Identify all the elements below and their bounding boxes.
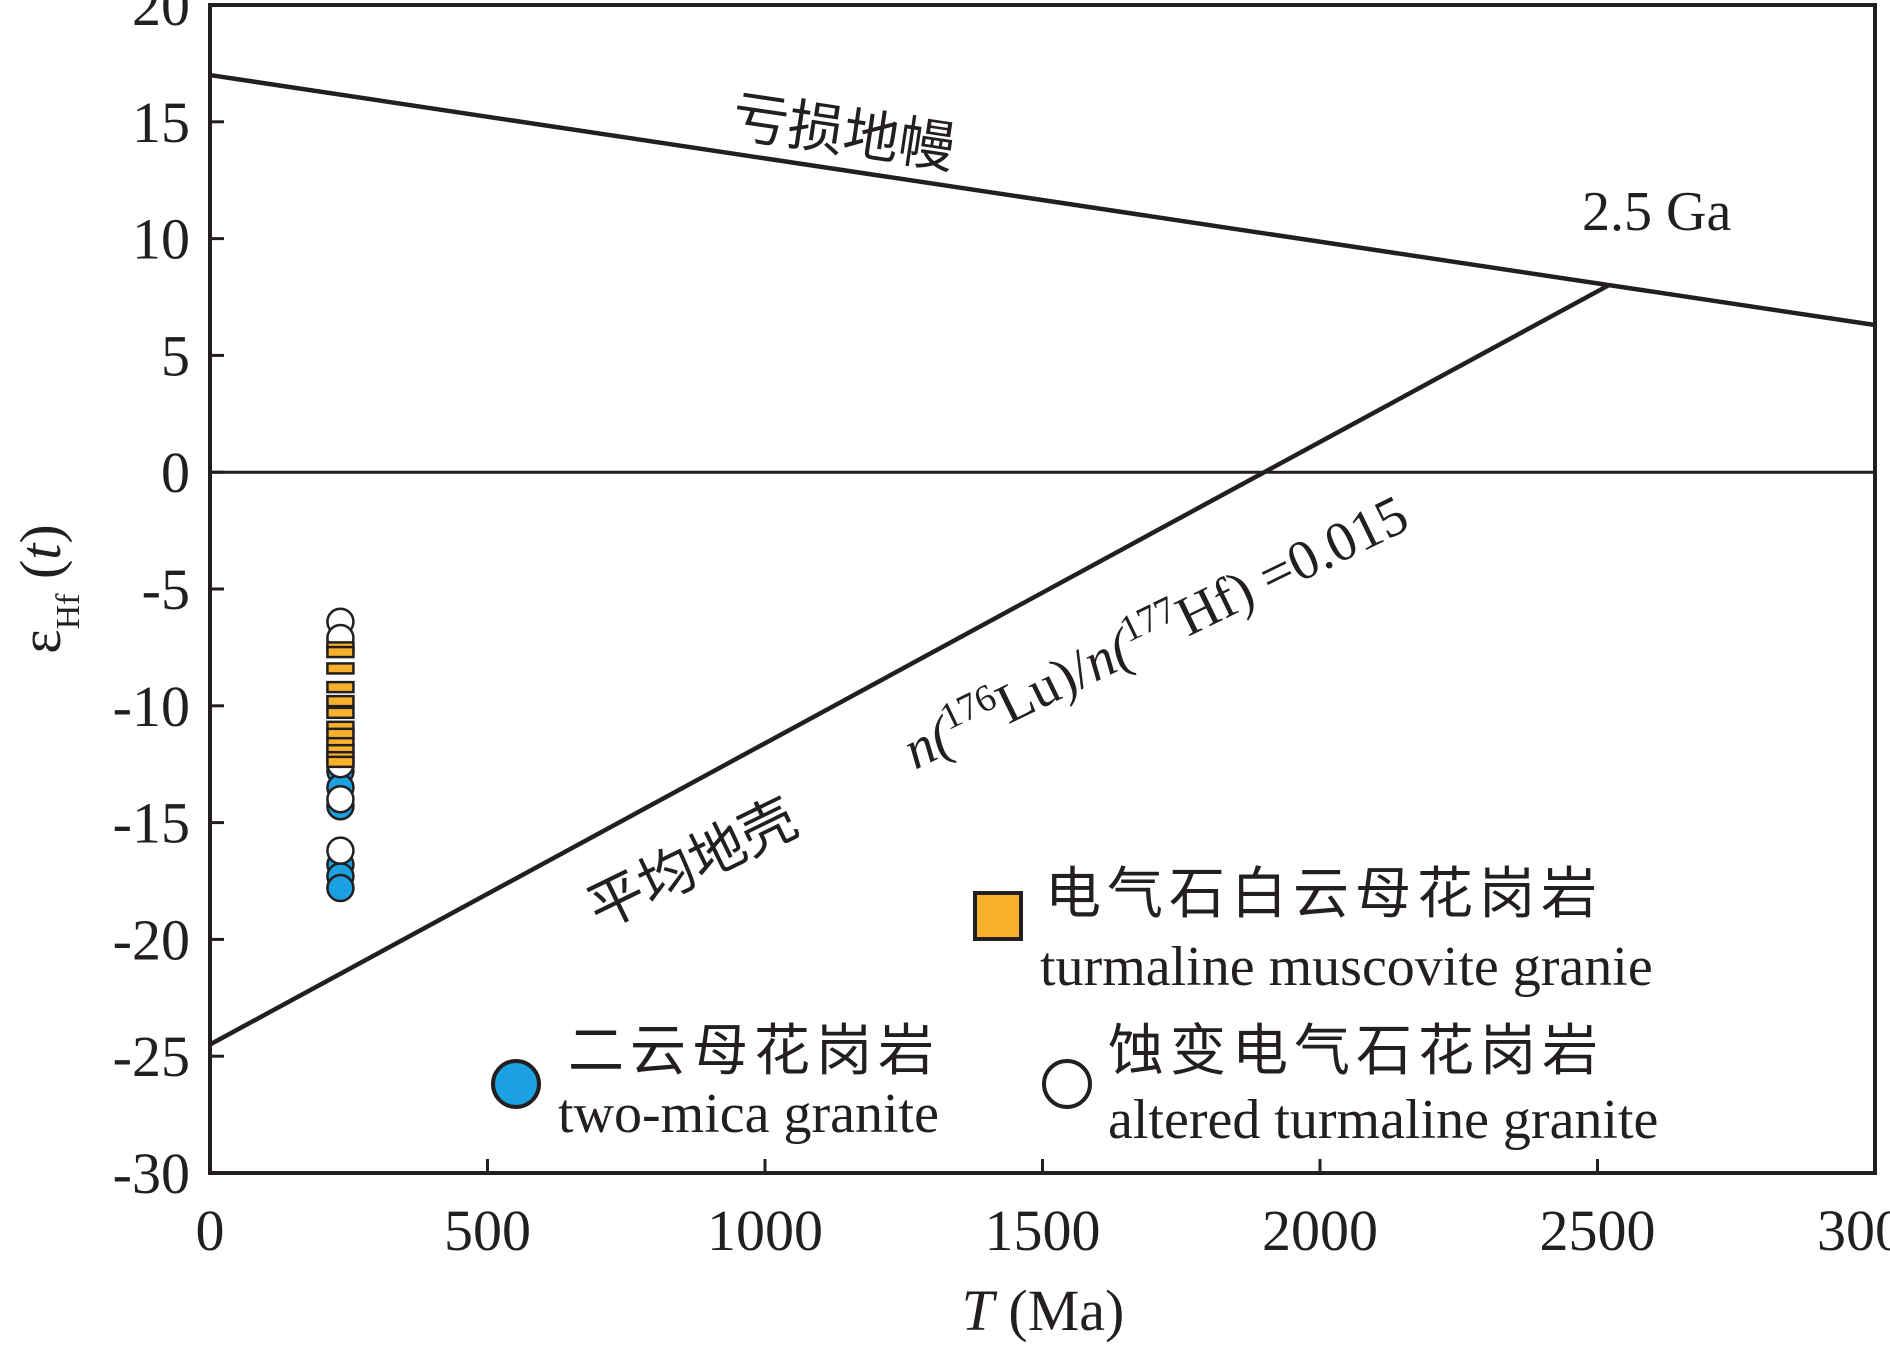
x-tick-label: 3000: [1817, 1198, 1890, 1263]
y-tick-label: -10: [113, 674, 190, 739]
legend-label-en: turmaline muscovite granie: [1040, 936, 1653, 998]
y-tick-label: 15: [132, 90, 190, 155]
legend-label-en: altered turmaline granite: [1108, 1089, 1658, 1151]
y-axis-title: εHf (t): [8, 524, 87, 654]
x-tick-label: 1000: [707, 1198, 823, 1263]
y-tick-label: -30: [113, 1141, 190, 1206]
reference-line: [208, 283, 1610, 1047]
x-tick-label: 2000: [1262, 1198, 1378, 1263]
data-point: [326, 784, 355, 814]
data-point: [326, 706, 355, 720]
legend-marker-altered: [1042, 1059, 1092, 1109]
data-point: [326, 873, 355, 903]
legend: 电气石白云母花岗岩 turmaline muscovite granie 二云母…: [491, 862, 1658, 1151]
legend-marker-turmaline-muscovite: [973, 891, 1023, 941]
legend-label-cn: 蚀变电气石花岗岩: [1108, 1019, 1604, 1084]
reference-line: [209, 72, 1876, 328]
data-point: [326, 836, 355, 865]
legend-label-en: two-mica granite: [558, 1083, 939, 1145]
x-tick-label: 0: [196, 1198, 225, 1263]
legend-marker-two-mica: [491, 1059, 541, 1109]
annotation-depleted-mantle: 亏损地幔: [728, 85, 959, 182]
x-tick-label: 1500: [985, 1198, 1101, 1263]
annotation-age: 2.5 Ga: [1582, 181, 1731, 243]
x-tick-label: 2500: [1540, 1198, 1656, 1263]
y-tick-label: 10: [132, 207, 190, 272]
reference-lines: [208, 72, 1876, 1047]
y-tick-label: 5: [161, 323, 190, 388]
legend-label-cn: 二云母花岗岩: [568, 1019, 940, 1084]
y-tick-label: -25: [113, 1024, 190, 1089]
axis-ticks: 0 500 1000 1500 2000 2500 3000 20 15 10 5 0 -5 -10 -15…: [113, 0, 1890, 1263]
legend-label-cn: 电气石白云母花岗岩: [1045, 862, 1603, 927]
data-point: [326, 680, 355, 694]
x-axis-title: T (Ma): [962, 1278, 1125, 1343]
data-point: [326, 645, 355, 659]
y-tick-label: -15: [113, 791, 190, 856]
y-tick-label: -5: [142, 557, 190, 622]
annotation-average-crust: 平均地壳: [578, 786, 808, 943]
data-points: [326, 607, 355, 903]
y-tick-label: 20: [132, 0, 190, 38]
y-tick-label: -20: [113, 907, 190, 972]
data-point: [326, 694, 355, 708]
x-tick-label: 500: [444, 1198, 531, 1263]
y-tick-label: 0: [161, 440, 190, 505]
data-point: [326, 662, 355, 675]
data-point: [326, 755, 355, 769]
